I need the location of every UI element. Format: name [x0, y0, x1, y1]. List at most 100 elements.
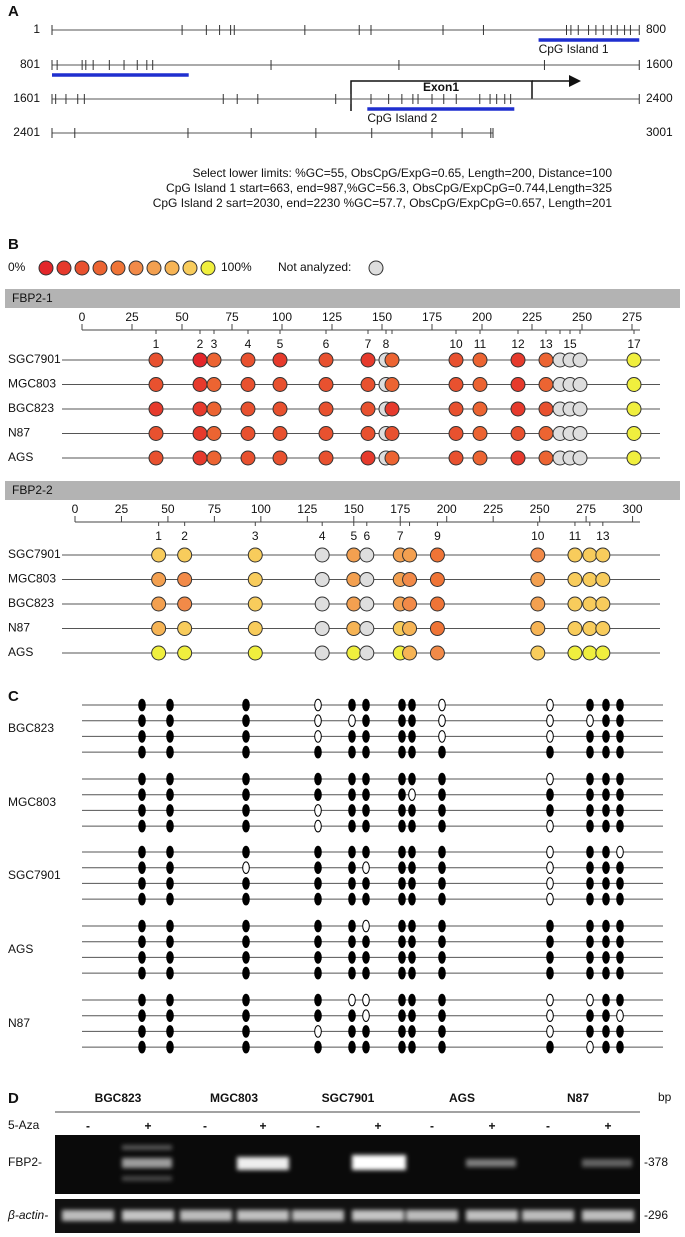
- treatment-sign: -: [86, 1119, 90, 1133]
- cpg-lollipop: [616, 845, 624, 859]
- cpg-lollipop: [602, 804, 610, 817]
- row-end-label: 1600: [646, 57, 673, 71]
- methylation-dot: [359, 621, 375, 636]
- cpg-lollipop: [166, 935, 174, 949]
- cpg-lollipop: [314, 993, 322, 1007]
- cpg-lollipop: [616, 804, 624, 817]
- cpg-lollipop: [586, 877, 594, 890]
- cpg-lollipop: [398, 966, 406, 980]
- cpg-lollipop: [348, 877, 356, 890]
- methylation-dot: [448, 426, 464, 441]
- cpg-lollipop: [398, 935, 406, 949]
- methylation-dot: [177, 596, 193, 612]
- row-start-label: 2401: [13, 125, 40, 139]
- row-end-label: 2400: [646, 91, 673, 105]
- methylation-dot: [206, 377, 222, 392]
- cpg-lollipop: [398, 714, 406, 728]
- cpg-lollipop: [586, 935, 594, 949]
- methylation-dot: [572, 450, 588, 466]
- cpg-lollipop: [138, 788, 146, 802]
- cpg-lollipop: [616, 730, 624, 743]
- cpg-lollipop: [602, 1025, 610, 1038]
- cpg-lollipop: [616, 935, 624, 949]
- legend-swatch: [56, 260, 72, 276]
- cpg-lollipop: [586, 951, 594, 964]
- sample-label: N87: [8, 426, 30, 440]
- site-label: 15: [563, 337, 577, 351]
- methylation-dot: [384, 401, 400, 417]
- methylation-dot: [151, 621, 167, 636]
- cpg-lollipop: [438, 1025, 446, 1038]
- cpg-lollipop: [602, 951, 610, 964]
- cpg-lollipop: [408, 772, 416, 786]
- cpg-lollipop: [138, 892, 146, 906]
- methylation-dot: [247, 547, 263, 563]
- methylation-dot: [360, 352, 376, 368]
- methylation-dot: [318, 450, 334, 466]
- cpg-lollipop: [138, 745, 146, 759]
- cpg-lollipop: [546, 877, 554, 890]
- site-label: 9: [434, 529, 441, 543]
- cpg-lollipop: [602, 730, 610, 743]
- methylation-dot: [318, 377, 334, 392]
- methylation-dot: [318, 426, 334, 441]
- axis-tick-label: 50: [175, 310, 189, 324]
- cpg-island-label: CpG Island 1: [539, 42, 609, 56]
- cpg-lollipop: [314, 714, 322, 728]
- cpg-lollipop: [602, 698, 610, 712]
- cpg-lollipop: [362, 772, 370, 786]
- site-label: 10: [449, 337, 463, 351]
- cpg-lollipop: [348, 1040, 356, 1054]
- cpg-lollipop: [602, 788, 610, 802]
- cpg-lollipop: [546, 714, 554, 728]
- treatment-sign: -: [430, 1119, 434, 1133]
- cpg-lollipop: [242, 772, 250, 786]
- site-label: 4: [319, 529, 326, 543]
- axis-tick-label: 225: [483, 502, 503, 516]
- cpg-lollipop: [616, 951, 624, 964]
- methylation-dot: [538, 401, 554, 417]
- cpg-lollipop: [314, 698, 322, 712]
- methylation-dot: [429, 547, 445, 563]
- cpg-lollipop: [438, 819, 446, 833]
- cpg-lollipop: [362, 1025, 370, 1038]
- cpg-lollipop: [438, 788, 446, 802]
- cpg-lollipop: [586, 788, 594, 802]
- cpg-lollipop: [348, 730, 356, 743]
- site-label: 1: [153, 337, 160, 351]
- row-end-label: 800: [646, 22, 666, 36]
- methylation-dot: [448, 377, 464, 392]
- methylation-dot: [359, 596, 375, 612]
- cpg-lollipop: [138, 714, 146, 728]
- cell-line-label: MGC803: [210, 1091, 258, 1105]
- cpg-lollipop: [586, 861, 594, 875]
- cpg-lollipop: [348, 772, 356, 786]
- cpg-lollipop: [408, 966, 416, 980]
- methylation-dot: [314, 621, 330, 636]
- legend-swatch: [110, 260, 126, 276]
- axis-tick-label: 125: [322, 310, 342, 324]
- axis-tick-label: 250: [530, 502, 550, 516]
- cpg-lollipop: [602, 1009, 610, 1023]
- row-start-label: 1601: [13, 91, 40, 105]
- cpg-lollipop: [362, 993, 370, 1007]
- cpg-lollipop: [408, 919, 416, 933]
- methylation-dot: [567, 645, 583, 661]
- cpg-lollipop: [242, 919, 250, 933]
- cpg-lollipop: [242, 788, 250, 802]
- cpg-lollipop: [314, 845, 322, 859]
- cpg-lollipop: [602, 861, 610, 875]
- cpg-lollipop: [362, 819, 370, 833]
- axis-tick-label: 75: [208, 502, 222, 516]
- methylation-dot: [192, 401, 208, 417]
- cpg-lollipop: [362, 1009, 370, 1023]
- cpg-lollipop: [586, 1025, 594, 1038]
- row-start-label: 801: [20, 57, 40, 71]
- methylation-dot: [595, 645, 611, 661]
- cpg-lollipop: [408, 730, 416, 743]
- cpg-lollipop: [438, 919, 446, 933]
- legend-na: Not analyzed:: [278, 260, 351, 274]
- cpg-lollipop: [314, 861, 322, 875]
- cpg-lollipop: [314, 819, 322, 833]
- methylation-dot: [472, 426, 488, 441]
